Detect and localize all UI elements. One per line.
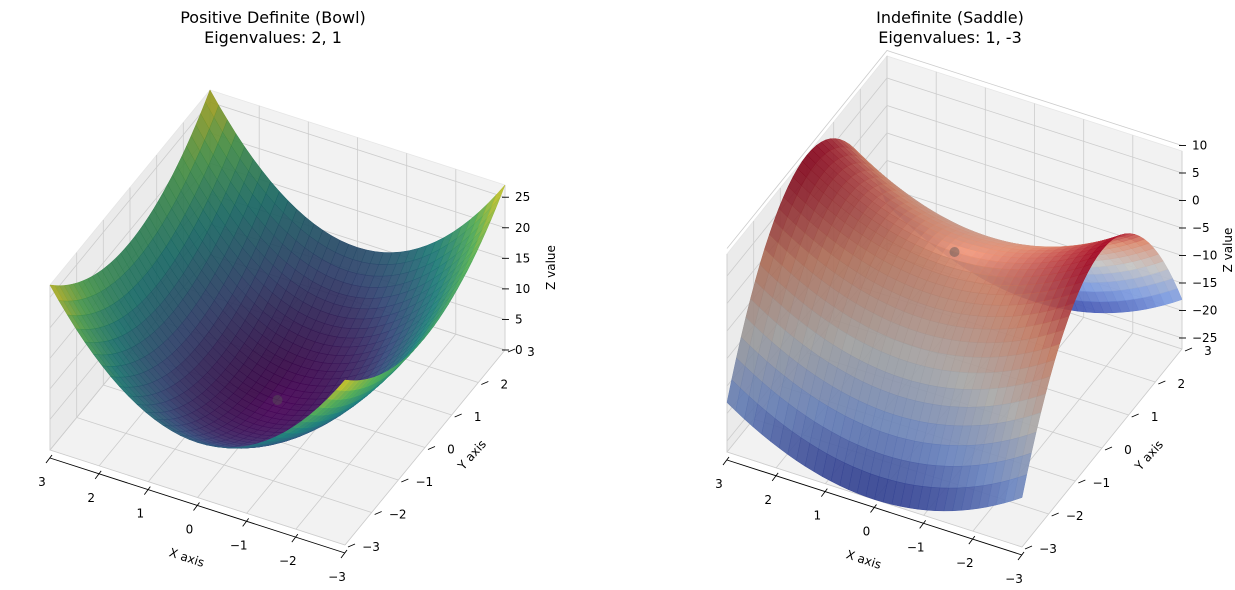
x-tick xyxy=(771,472,779,482)
y-tick-label: −1 xyxy=(415,475,433,489)
z-tick-label: −15 xyxy=(1192,276,1217,290)
y-tick xyxy=(1078,479,1086,484)
y-tick-label: 1 xyxy=(474,410,482,424)
x-tick xyxy=(291,533,299,543)
x-tick xyxy=(968,535,976,545)
x-tick xyxy=(870,504,877,513)
y-tick-label: −2 xyxy=(389,508,407,522)
y-tick xyxy=(374,511,382,515)
x-tick-label: 0 xyxy=(186,523,194,537)
critical-point-marker xyxy=(949,247,960,257)
z-tick-label: 10 xyxy=(1192,139,1207,153)
y-tick xyxy=(427,446,436,450)
z-tick-label: 15 xyxy=(515,251,530,265)
z-tick-label: 20 xyxy=(515,221,530,235)
y-tick xyxy=(401,478,409,483)
y-tick xyxy=(1131,413,1139,418)
z-axis-label: Z value xyxy=(1221,228,1235,273)
x-tick-label: 3 xyxy=(38,475,46,489)
chart-1-title-text: Positive Definite (Bowl) xyxy=(180,8,366,27)
y-tick-label: 0 xyxy=(447,443,455,457)
y-tick-label: −3 xyxy=(1039,542,1057,556)
x-tick-label: −3 xyxy=(1005,572,1023,586)
x-axis-label: X axis xyxy=(167,545,206,569)
y-tick xyxy=(1051,512,1059,517)
chart-1-title: Positive Definite (Bowl) Eigenvalues: 2,… xyxy=(73,8,473,48)
critical-point-marker xyxy=(272,395,283,405)
surface-face xyxy=(1012,474,1028,501)
surface xyxy=(49,89,506,449)
y-tick xyxy=(1104,446,1113,451)
y-tick-label: −1 xyxy=(1092,476,1110,490)
y-tick-label: 2 xyxy=(1178,377,1186,391)
z-tick-label: −5 xyxy=(1192,221,1210,235)
x-tick-label: −3 xyxy=(328,570,346,584)
y-tick-label: 0 xyxy=(1124,443,1132,457)
x-tick xyxy=(94,470,102,480)
y-tick-label: 3 xyxy=(1204,344,1212,358)
z-tick-label: −20 xyxy=(1192,304,1217,318)
x-tick xyxy=(242,518,250,527)
x-tick-label: 3 xyxy=(715,477,723,491)
x-tick-label: −1 xyxy=(230,538,248,552)
y-tick xyxy=(1158,380,1166,385)
y-tick xyxy=(1184,347,1193,352)
y-tick-label: 1 xyxy=(1151,410,1159,424)
y-axis-label: Y axis xyxy=(1131,438,1166,474)
x-axis-label: X axis xyxy=(844,547,883,571)
chart-2-title: Indefinite (Saddle) Eigenvalues: 1, -3 xyxy=(750,8,1150,48)
x-tick xyxy=(193,502,200,511)
x-tick xyxy=(143,486,151,495)
x-tick xyxy=(722,456,730,466)
chart-1-subtitle-text: Eigenvalues: 2, 1 xyxy=(204,28,342,47)
x-tick-label: −2 xyxy=(956,556,974,570)
x-tick-label: 2 xyxy=(764,493,772,507)
x-tick-label: 1 xyxy=(814,509,822,523)
y-tick xyxy=(507,348,516,353)
chart-2-title-text: Indefinite (Saddle) xyxy=(876,8,1024,27)
x-tick-label: −2 xyxy=(279,554,297,568)
z-tick-label: 0 xyxy=(515,343,523,357)
y-tick-label: 3 xyxy=(527,345,535,359)
x-tick xyxy=(919,520,927,529)
z-tick-label: 25 xyxy=(515,190,530,204)
y-tick xyxy=(481,381,489,385)
y-tick xyxy=(454,413,462,418)
x-tick-label: 2 xyxy=(87,491,95,505)
z-tick-label: 0 xyxy=(1192,194,1200,208)
z-tick-label: 5 xyxy=(515,312,523,326)
chart-2-subtitle-text: Eigenvalues: 1, -3 xyxy=(878,28,1022,47)
gridline-y xyxy=(726,254,1023,548)
x-tick-label: −1 xyxy=(907,540,925,554)
x-tick xyxy=(1017,551,1025,561)
y-tick-label: −3 xyxy=(362,540,380,554)
x-tick xyxy=(340,549,348,559)
y-axis-label: Y axis xyxy=(454,437,489,473)
y-tick-label: 2 xyxy=(501,378,509,392)
x-tick xyxy=(45,454,53,464)
y-tick xyxy=(1024,545,1033,550)
x-tick-label: 0 xyxy=(863,525,871,539)
z-tick-label: 10 xyxy=(515,282,530,296)
x-tick-label: 1 xyxy=(137,507,145,521)
z-tick-label: −25 xyxy=(1192,331,1217,345)
z-axis-label: Z value xyxy=(544,245,558,290)
y-tick-label: −2 xyxy=(1066,509,1084,523)
z-tick-label: 5 xyxy=(1192,166,1200,180)
gridline-z xyxy=(726,50,1183,249)
surface-face xyxy=(335,379,351,391)
x-tick xyxy=(820,488,828,497)
surface xyxy=(726,138,1183,512)
z-tick-label: −10 xyxy=(1192,249,1217,263)
y-tick xyxy=(347,543,356,548)
